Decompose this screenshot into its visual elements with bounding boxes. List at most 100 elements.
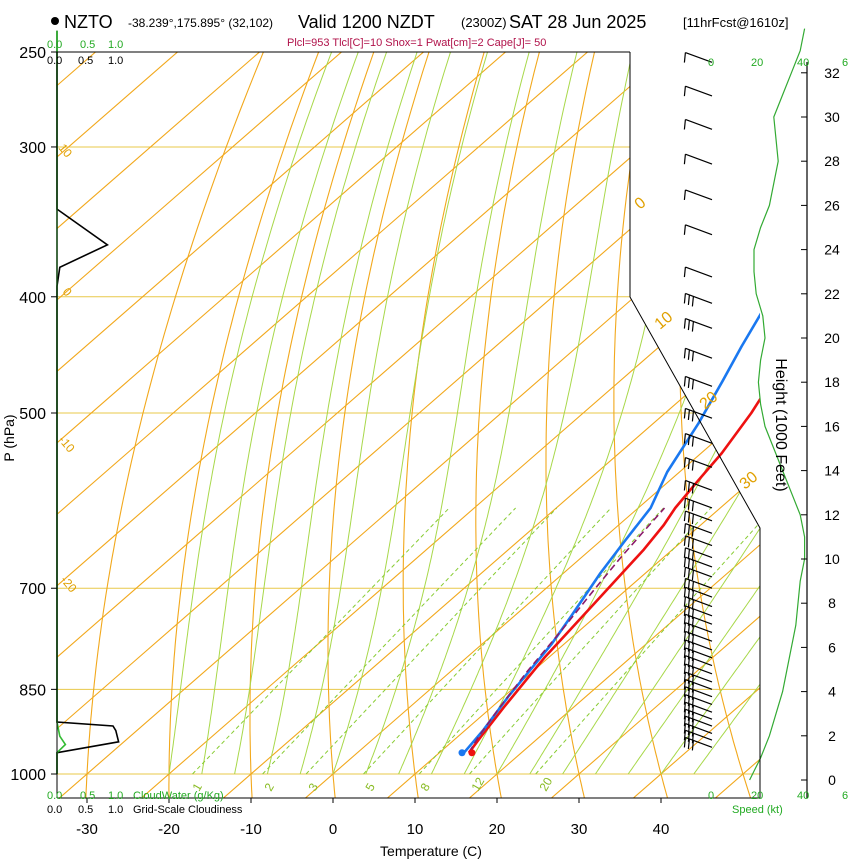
dry-adiabat--30 [85, 52, 264, 798]
barb-flag [687, 717, 690, 728]
height-tick-label: 10 [824, 551, 840, 567]
barb-flag [691, 682, 694, 693]
parcel-line [468, 507, 666, 754]
barb-flag [687, 731, 690, 742]
wind-speed-profile [749, 28, 806, 781]
barb-flag [687, 710, 690, 721]
height-tick-label: 6 [828, 639, 836, 655]
barb-flag [687, 481, 690, 493]
wind-barb [683, 701, 713, 716]
barb-flag [683, 119, 686, 130]
isotherm--50 [57, 52, 753, 658]
cloud-scale-top-0: 0.0 [47, 39, 62, 51]
barb-flag [683, 557, 686, 568]
height-tick-label: 18 [824, 374, 840, 390]
barb-flag [691, 379, 694, 390]
mixing-ratio-20 [535, 521, 760, 775]
barb-flag [683, 716, 686, 727]
barb-staff [685, 85, 713, 97]
x-tick-label: -10 [240, 821, 262, 838]
wind-barb [683, 510, 713, 525]
wind-barb [683, 556, 713, 571]
barb-flag [683, 737, 686, 748]
barb-flag [683, 605, 686, 617]
speed-scale-top-6: 6 [842, 57, 848, 69]
barb-flag [683, 523, 686, 534]
wind-barb [683, 118, 713, 130]
height-tick-label: 30 [824, 109, 840, 125]
barb-flag [687, 738, 690, 750]
y-tick-label: 1000 [10, 767, 46, 784]
mixing-ratio-3 [305, 507, 558, 775]
isotherm--70 [57, 52, 589, 516]
barb-flag [683, 267, 686, 278]
cloudiness-scale-bottom-0: 0.0 [47, 804, 62, 816]
speed-scale-top-20: 20 [751, 57, 763, 69]
speed-scale-top-0: 0 [708, 57, 714, 69]
wind-barb [683, 586, 713, 601]
cloud-water-label: CloudWater (g/Kg) [133, 790, 224, 802]
isotherm--80 [57, 52, 507, 444]
isotherm--30 [58, 186, 760, 798]
height-axis-title: Height (1000 Feet) [772, 358, 789, 491]
profiles [458, 312, 760, 757]
station-location: -38.239°,175.895° (32,102) [128, 16, 273, 30]
x-axis-title: Temperature (C) [380, 843, 482, 859]
plot-boundary-right [629, 52, 761, 798]
isotherm-0 [304, 401, 760, 798]
y-tick-label: 700 [19, 581, 46, 598]
height-tick-label: 0 [828, 772, 836, 788]
dry-adiabat-20 [475, 52, 540, 798]
barb-flag [683, 376, 686, 387]
x-tick-label: -30 [76, 821, 98, 838]
y-tick-label: 850 [19, 682, 46, 699]
barb-flag [691, 697, 694, 708]
wind-barb [683, 317, 713, 332]
barb-flag [687, 680, 690, 692]
barb-flag [683, 457, 686, 468]
valid-time: Valid 1200 NZDT [298, 12, 435, 32]
height-tick-label: 32 [824, 65, 840, 81]
moist-adiabat-36 [627, 584, 760, 775]
height-tick-label: 26 [824, 197, 840, 213]
barb-flag [691, 570, 694, 581]
height-tick-label: 16 [824, 418, 840, 434]
barb-flag [683, 224, 686, 235]
height-tick-label: 4 [828, 684, 836, 700]
barb-flag [691, 675, 694, 686]
height-tick-label: 24 [824, 242, 840, 258]
barb-flag [687, 525, 690, 536]
barb-flag [683, 640, 686, 651]
barb-flag [691, 689, 694, 700]
wind-barb [683, 375, 713, 390]
wind-barb [683, 189, 713, 201]
isotherm--20 [140, 258, 760, 798]
barb-flag [687, 434, 690, 446]
x-tick-label: 20 [489, 821, 506, 838]
mixing-ratio-5 [363, 507, 612, 775]
moist-adiabat--12 [234, 52, 388, 775]
parcel-parameters: Plcl=953 Tlcl[C]=10 Shox=1 Pwat[cm]=2 Ca… [287, 37, 546, 49]
wind-barb [683, 497, 713, 512]
barb-flag [683, 596, 686, 607]
height-tick-label: 12 [824, 507, 840, 523]
temperature-line [467, 396, 760, 754]
wind-barb [683, 686, 713, 700]
barb-staff [685, 153, 713, 165]
mixing-ratio-2 [262, 507, 516, 775]
barb-flag [687, 458, 690, 470]
forecast-run: [11hrFcst@1610z] [683, 15, 788, 30]
barb-flag [683, 702, 686, 713]
wind-barb [683, 729, 713, 744]
barb-flag [687, 512, 690, 523]
barb-flag [683, 694, 686, 705]
isotherm-30 [550, 615, 760, 798]
barb-flag [683, 655, 686, 666]
barb-flag [687, 688, 690, 699]
barb-flag [683, 535, 686, 546]
barb-flag [687, 349, 690, 360]
barb-flag [691, 296, 694, 307]
isotherm-label: -10 [56, 433, 78, 456]
moist-adiabat-0 [332, 52, 489, 775]
